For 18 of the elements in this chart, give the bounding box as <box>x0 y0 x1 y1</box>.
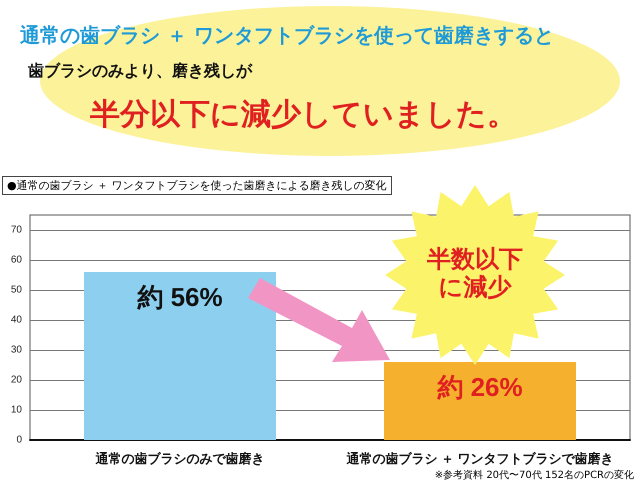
x-tick-label: 通常の歯ブラシのみで歯磨き <box>94 451 264 466</box>
annotation: 半数以下に減少 <box>426 245 524 301</box>
text: ※参考資料 20代〜70代 152名のPCRの変化 <box>434 468 634 482</box>
y-tick-label: 30 <box>10 344 22 356</box>
data-label: 約 26% <box>436 372 523 402</box>
data-label: 約 56% <box>136 282 223 312</box>
y-tick-label: 50 <box>10 284 22 296</box>
y-tick-label: 0 <box>16 434 22 446</box>
chart-title: 通常の歯ブラシ ＋ ワンタフトブラシを使って歯磨きすると <box>19 22 555 49</box>
y-tick-label: 10 <box>10 404 22 416</box>
chart-subtitle: 歯ブラシのみより、磨き残しが <box>27 61 254 82</box>
x-tick-label: 通常の歯ブラシ ＋ ワンタフトブラシで歯磨き <box>345 451 614 466</box>
text: 半分以下に減少していました。 <box>89 96 518 134</box>
text: ●通常の歯ブラシ ＋ ワンタフトブラシを使った歯磨きによる磨き残しの変化 <box>2 176 392 195</box>
y-tick-label: 40 <box>10 314 22 326</box>
y-tick-label: 20 <box>10 374 22 386</box>
y-tick-label: 60 <box>10 254 22 266</box>
y-tick-label: 70 <box>10 224 22 236</box>
